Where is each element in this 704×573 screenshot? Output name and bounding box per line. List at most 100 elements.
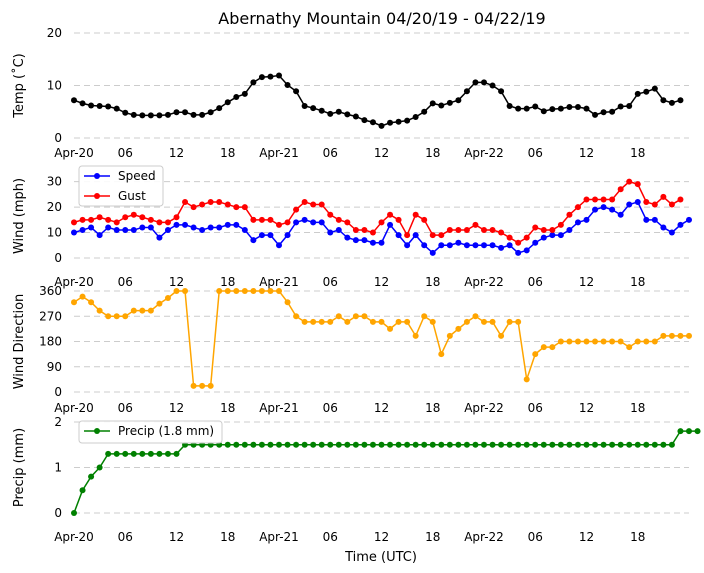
data-point <box>293 88 300 95</box>
data-point <box>113 105 120 112</box>
x-tick-label: 18 <box>630 146 645 160</box>
data-point <box>284 299 291 306</box>
x-tick-label: 18 <box>630 275 645 289</box>
data-point <box>651 441 658 448</box>
data-point <box>310 105 317 112</box>
data-point <box>463 318 470 325</box>
data-point <box>224 441 231 448</box>
data-point <box>677 428 684 435</box>
data-point <box>626 201 633 208</box>
x-tick-label: 18 <box>220 146 235 160</box>
data-point <box>498 441 505 448</box>
data-point <box>318 219 325 226</box>
data-point <box>463 88 470 95</box>
data-point <box>677 221 684 228</box>
data-point <box>147 450 154 457</box>
x-tick-label: Apr-22 <box>464 275 504 289</box>
data-point <box>361 227 368 233</box>
data-point <box>147 112 154 119</box>
x-tick-label: Apr-22 <box>464 530 504 544</box>
data-point <box>122 109 129 116</box>
data-point <box>643 338 650 345</box>
data-point <box>481 79 487 86</box>
data-point <box>412 232 419 239</box>
data-point <box>438 441 445 448</box>
data-point <box>335 313 342 320</box>
x-tick-label: Apr-21 <box>259 146 299 160</box>
data-point <box>79 487 86 494</box>
data-point <box>455 239 462 246</box>
data-point <box>421 108 428 115</box>
data-point <box>651 85 658 92</box>
data-point <box>540 441 547 448</box>
data-point <box>609 196 616 203</box>
data-point <box>318 107 325 114</box>
data-point <box>199 227 206 233</box>
data-point <box>361 313 368 320</box>
data-point <box>668 332 675 339</box>
data-point <box>557 105 564 112</box>
data-point <box>173 109 180 116</box>
data-point <box>199 111 206 118</box>
data-point <box>438 102 445 109</box>
x-tick-label: 18 <box>425 401 440 415</box>
data-point <box>387 441 394 448</box>
data-point <box>489 441 496 448</box>
data-point <box>592 441 599 448</box>
x-tick-label: 12 <box>169 146 184 160</box>
data-point <box>592 206 599 213</box>
data-point <box>574 219 581 226</box>
data-point <box>344 318 351 325</box>
data-point <box>182 288 189 294</box>
x-tick-label: 06 <box>323 530 338 544</box>
data-point <box>344 234 351 241</box>
data-point <box>301 318 308 325</box>
data-point <box>344 441 351 448</box>
data-point <box>164 295 171 302</box>
legend: Speed Gust <box>78 165 164 207</box>
x-tick-label: Apr-20 <box>54 275 94 289</box>
data-point <box>352 113 359 120</box>
data-point <box>523 234 530 241</box>
data-point <box>668 201 675 208</box>
data-point <box>429 441 436 448</box>
data-point <box>71 229 77 236</box>
data-point <box>686 428 692 435</box>
data-point <box>335 441 342 448</box>
x-tick-label: 06 <box>118 401 133 415</box>
data-point <box>267 288 274 294</box>
data-point <box>395 441 402 448</box>
data-point <box>583 441 590 448</box>
data-point <box>532 224 539 231</box>
data-point <box>566 338 573 345</box>
data-point <box>498 332 505 339</box>
data-point <box>677 97 684 104</box>
data-point <box>463 242 470 249</box>
data-point <box>139 450 146 457</box>
data-point <box>634 338 641 345</box>
data-point <box>532 103 539 110</box>
data-point <box>489 242 496 249</box>
data-point <box>387 211 394 218</box>
y-axis-label: Wind Direction <box>12 294 27 390</box>
data-point <box>122 313 129 320</box>
data-point <box>258 216 265 223</box>
data-point <box>668 441 675 448</box>
data-point <box>600 441 607 448</box>
data-point <box>532 239 539 246</box>
data-point <box>182 109 189 116</box>
data-point <box>523 441 530 448</box>
data-point <box>207 224 214 231</box>
data-point <box>429 100 436 107</box>
data-point <box>515 105 522 112</box>
data-point <box>438 351 445 358</box>
data-point <box>105 450 112 457</box>
data-point <box>190 204 197 211</box>
data-point <box>130 227 137 233</box>
data-point <box>369 229 376 236</box>
y-tick-label: 0 <box>54 251 62 265</box>
data-point <box>318 318 325 325</box>
data-point <box>378 441 385 448</box>
legend-label: Gust <box>118 189 146 203</box>
